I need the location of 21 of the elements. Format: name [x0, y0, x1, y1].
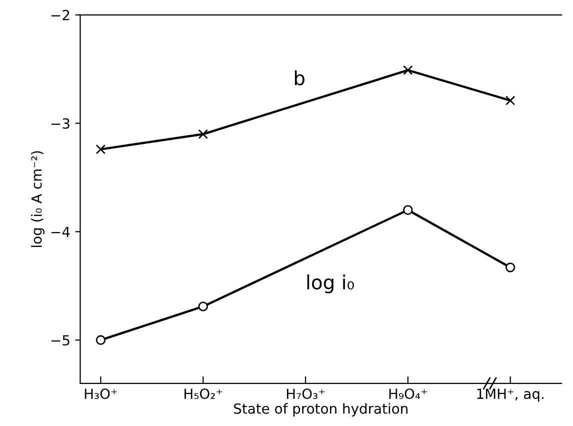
y-tick-label: −4: [51, 226, 70, 237]
x-axis-title: State of proton hydration: [234, 403, 408, 417]
point: [96, 144, 106, 154]
point: [403, 205, 413, 215]
y-tick-label: −3: [51, 118, 70, 129]
point: [505, 262, 516, 272]
x-tick-label: H₉O₄⁺: [389, 388, 427, 400]
point: [403, 65, 413, 76]
point: [96, 335, 106, 345]
y-tick-label: −2: [51, 10, 70, 20]
point: [198, 302, 208, 312]
x-tick-label: H₇O₃⁺: [286, 388, 325, 400]
point: [198, 129, 208, 139]
x-tick-label: H₃O⁺: [84, 388, 117, 400]
series-label: log i₀: [307, 274, 354, 294]
x-tick-label: 1MH⁺, aq.: [477, 388, 544, 402]
x-tick-label: H₅O₂⁺: [184, 388, 222, 400]
y-axis-title: log (i₀ A cm⁻²): [31, 151, 44, 247]
point: [505, 96, 516, 106]
y-tick-label: −5: [51, 335, 70, 346]
series-label: b: [294, 70, 304, 86]
